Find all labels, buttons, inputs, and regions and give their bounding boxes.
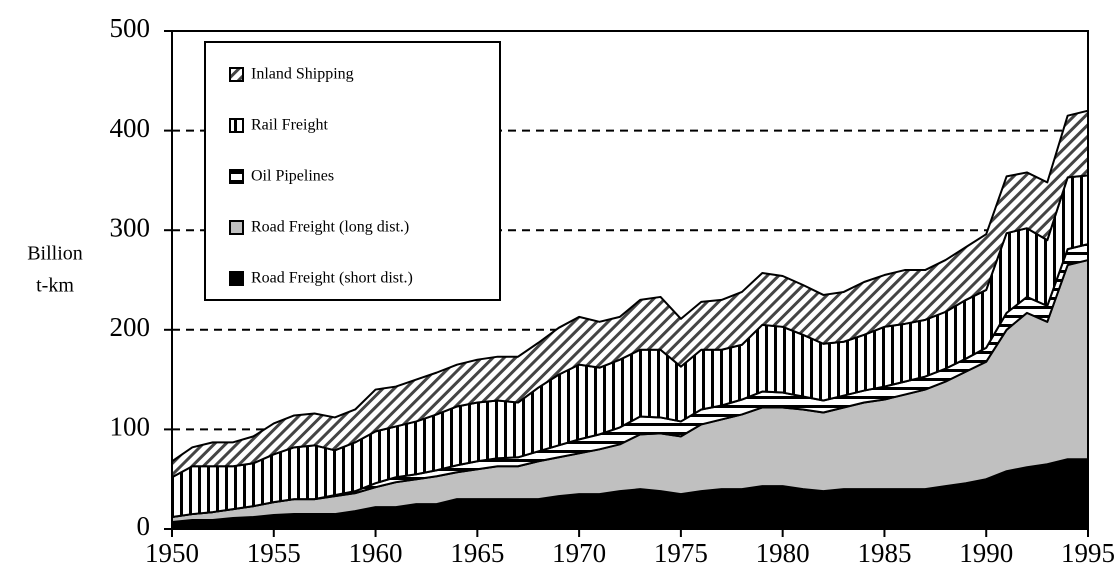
legend-swatch: [229, 220, 244, 235]
legend-swatch: [229, 67, 244, 82]
x-tick-label: 1960: [349, 538, 403, 568]
legend: Road Freight (short dist.) Road Freight (…: [204, 41, 501, 301]
legend-label: Road Freight (short dist.): [251, 270, 413, 287]
y-tick-label: 100: [110, 412, 151, 442]
x-tick-label: 1985: [857, 538, 911, 568]
y-tick-label: 300: [110, 212, 151, 242]
y-tick-label: 500: [110, 13, 151, 43]
x-tick-label: 1965: [450, 538, 504, 568]
x-tick-label: 1950: [145, 538, 199, 568]
legend-swatch: [229, 169, 244, 184]
y-axis-label: t-km: [36, 275, 74, 297]
legend-label: Inland Shipping: [251, 66, 354, 83]
legend-swatch: [229, 271, 244, 286]
x-tick-label: 1990: [959, 538, 1013, 568]
x-tick-label: 1995: [1061, 538, 1115, 568]
legend-label: Oil Pipelines: [251, 168, 334, 185]
y-axis-label: Billion: [27, 243, 83, 265]
y-tick-label: 0: [137, 511, 151, 541]
legend-label: Road Freight (long dist.): [251, 219, 409, 236]
x-tick-label: 1970: [552, 538, 606, 568]
x-tick-label: 1975: [654, 538, 708, 568]
legend-swatch: [229, 118, 244, 133]
y-tick-label: 400: [110, 113, 151, 143]
plot-frame: [171, 30, 1089, 530]
legend-box: [204, 41, 501, 301]
legend-label: Rail Freight: [251, 117, 328, 134]
x-tick-label: 1955: [247, 538, 301, 568]
x-tick-label: 1980: [756, 538, 810, 568]
y-tick-label: 200: [110, 312, 151, 342]
